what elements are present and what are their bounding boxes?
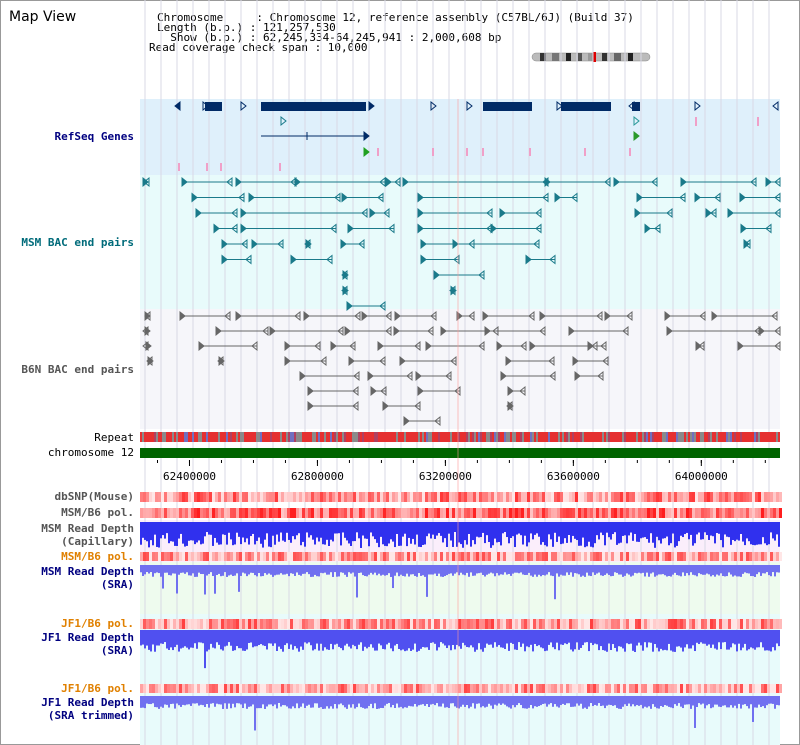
track-label-jf1-b6-pol-2[interactable]: JF1/B6 pol. [61, 682, 134, 695]
chromosome-bar [140, 448, 780, 458]
depth-tracks [140, 522, 780, 731]
track-label-jf1-trim-sub: (SRA trimmed) [47, 709, 134, 722]
gene-block [483, 102, 532, 111]
track-label-msm-depth-cap-sub: (Capillary) [61, 535, 134, 548]
msm-bac-track [142, 176, 781, 312]
track-label-msm-depth-sra-sub: (SRA) [100, 578, 134, 591]
gene-block [632, 102, 640, 111]
track-label-jf1-trim[interactable]: JF1 Read Depth [41, 696, 134, 709]
track-label-jf1-depth[interactable]: JF1 Read Depth [41, 631, 134, 644]
refseq-genes-track [174, 100, 779, 171]
track-label-msm-depth-sra[interactable]: MSM Read Depth [41, 565, 134, 578]
axis-tick-label: 62400000 [163, 470, 216, 483]
gene-block [561, 102, 611, 111]
track-label-chromosome: chromosome 12 [47, 446, 134, 459]
track-label-msm-b6-pol-1[interactable]: MSM/B6 pol. [61, 506, 134, 519]
axis-tick-label: 63600000 [547, 470, 600, 483]
repeat-track [140, 432, 780, 442]
map-view-title: Map View [9, 9, 77, 25]
track-label-dbsnp[interactable]: dbSNP(Mouse) [54, 490, 134, 503]
b6n-bac-track [142, 310, 781, 427]
track-label-jf1-b6-pol-1[interactable]: JF1/B6 pol. [61, 617, 134, 630]
header-show: Show (b.p.) : 62,245,334-64,245,941 : 2,… [157, 31, 502, 44]
axis-tick-label: 64000000 [675, 470, 728, 483]
axis-tick-label: 62800000 [291, 470, 344, 483]
axis-tick-label: 63200000 [419, 470, 472, 483]
gene-block [205, 102, 222, 111]
position-axis: 62400000 62800000 63200000 63600000 64000000 [156, 460, 766, 483]
track-label-msm-depth-cap[interactable]: MSM Read Depth [41, 522, 134, 535]
track-label-refseq[interactable]: RefSeq Genes [54, 130, 134, 143]
track-label-b6n-bac[interactable]: B6N BAC end pairs [21, 363, 134, 376]
track-label-repeat[interactable]: Repeat [94, 431, 134, 444]
header-chromosome: Chromosome : Chromosome 12, reference as… [157, 11, 634, 24]
gene-block [261, 102, 366, 111]
track-label-jf1-depth-sub: (SRA) [100, 644, 134, 657]
track-label-msm-b6-pol-2[interactable]: MSM/B6 pol. [61, 550, 134, 563]
track-label-msm-bac[interactable]: MSM BAC end pairs [21, 236, 134, 249]
snp-tracks [140, 492, 782, 693]
